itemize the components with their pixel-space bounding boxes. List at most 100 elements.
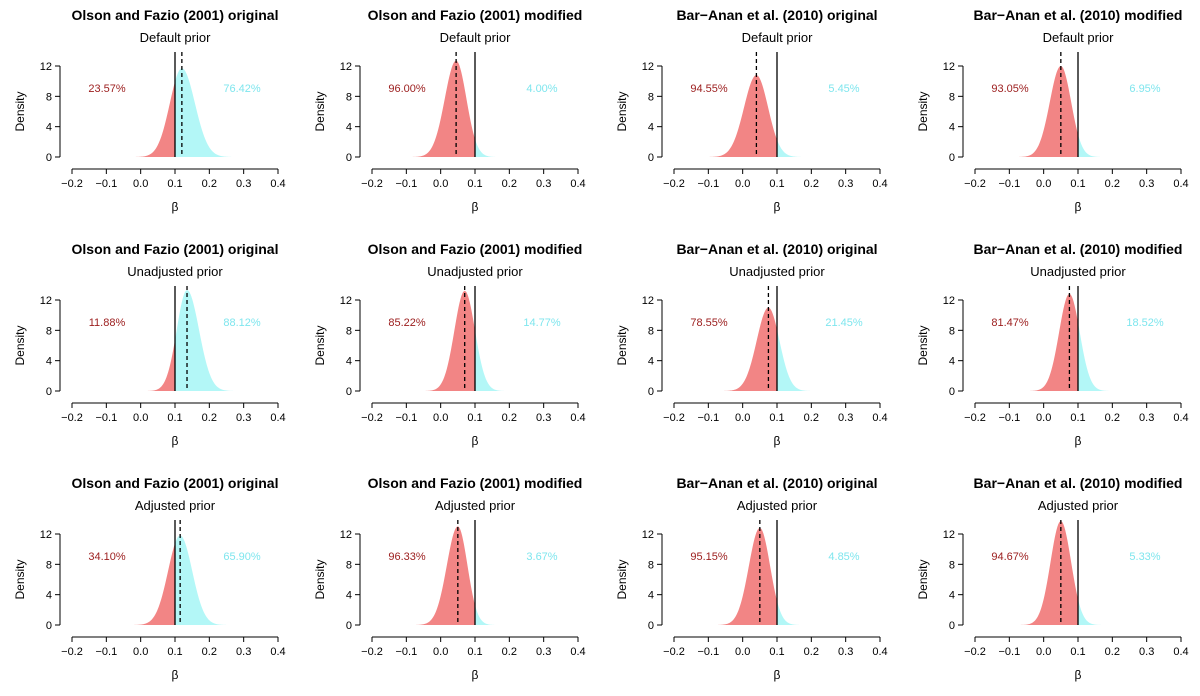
y-tick-label: 12 bbox=[943, 295, 955, 307]
x-tick-label: 0.2 bbox=[804, 178, 819, 190]
y-tick-label: 4 bbox=[346, 590, 352, 602]
panel-title: Olson and Fazio (2001) original bbox=[72, 475, 279, 491]
y-tick-label: 4 bbox=[648, 356, 654, 368]
density-area-above bbox=[1078, 599, 1181, 625]
y-axis-label: Density bbox=[13, 325, 27, 365]
x-tick-label: 0.3 bbox=[536, 646, 551, 658]
panel-title: Olson and Fazio (2001) original bbox=[72, 7, 279, 23]
y-tick-label: 12 bbox=[40, 61, 52, 73]
x-tick-label: 0.0 bbox=[133, 646, 148, 658]
below-percentage-label: 95.15% bbox=[690, 551, 728, 563]
y-tick-label: 8 bbox=[346, 559, 352, 571]
y-tick-label: 8 bbox=[46, 325, 52, 337]
density-area-above bbox=[175, 68, 278, 157]
x-tick-label: 0.0 bbox=[735, 178, 750, 190]
panel-subtitle: Adjusted prior bbox=[1038, 498, 1119, 513]
x-tick-label: 0.1 bbox=[167, 646, 182, 658]
x-tick-label: 0.4 bbox=[872, 646, 887, 658]
below-percentage-label: 96.00% bbox=[388, 83, 426, 95]
y-tick-label: 4 bbox=[648, 122, 654, 134]
below-percentage-label: 11.88% bbox=[89, 317, 126, 329]
panel-subtitle: Unadjusted prior bbox=[729, 264, 825, 279]
density-area-below bbox=[975, 66, 1078, 157]
panel-title: Olson and Fazio (2001) original bbox=[72, 241, 279, 257]
y-tick-label: 4 bbox=[346, 356, 352, 368]
x-tick-label: 0.1 bbox=[467, 412, 482, 424]
x-tick-label: 0.3 bbox=[1139, 412, 1154, 424]
x-tick-label: −0.1 bbox=[95, 412, 117, 424]
x-tick-label: 0.1 bbox=[167, 178, 182, 190]
y-tick-label: 0 bbox=[949, 620, 955, 632]
panel-subtitle: Adjusted prior bbox=[135, 498, 216, 513]
above-percentage-label: 5.45% bbox=[828, 83, 859, 95]
panel-subtitle: Unadjusted prior bbox=[427, 264, 523, 279]
density-area-below bbox=[72, 81, 175, 157]
y-tick-label: 8 bbox=[346, 91, 352, 103]
density-area-below bbox=[72, 339, 175, 391]
x-tick-label: 0.3 bbox=[838, 412, 853, 424]
x-tick-label: 0.3 bbox=[838, 646, 853, 658]
x-tick-label: 0.0 bbox=[735, 646, 750, 658]
x-tick-label: 0.3 bbox=[1139, 646, 1154, 658]
x-tick-label: −0.2 bbox=[663, 412, 685, 424]
y-axis-label: Density bbox=[916, 559, 930, 599]
x-tick-label: 0.1 bbox=[467, 646, 482, 658]
above-percentage-label: 88.12% bbox=[223, 317, 261, 329]
below-percentage-label: 34.10% bbox=[88, 551, 126, 563]
x-axis-label: β bbox=[172, 434, 179, 448]
y-tick-label: 8 bbox=[648, 91, 654, 103]
above-percentage-label: 21.45% bbox=[825, 317, 863, 329]
x-tick-label: 0.3 bbox=[536, 412, 551, 424]
above-percentage-label: 5.33% bbox=[1129, 551, 1160, 563]
above-percentage-label: 65.90% bbox=[223, 551, 261, 563]
panel-2-1: −0.2 −0.1 0.0 0.1 0.2 0.3 0.4 0 4 8 12 Olson and Fa… bbox=[13, 241, 286, 448]
x-tick-label: −0.2 bbox=[61, 646, 83, 658]
x-tick-label: 0.1 bbox=[167, 412, 182, 424]
density-area-above bbox=[1078, 322, 1181, 391]
y-axis-label: Density bbox=[313, 325, 327, 365]
density-area-below bbox=[372, 526, 475, 625]
panel-1-4: −0.2 −0.1 0.0 0.1 0.2 0.3 0.4 0 4 8 12 Bar−Anan et … bbox=[916, 7, 1189, 214]
y-tick-label: 8 bbox=[949, 325, 955, 337]
y-tick-label: 12 bbox=[340, 529, 352, 541]
y-tick-label: 8 bbox=[949, 91, 955, 103]
x-tick-label: 0.1 bbox=[769, 178, 784, 190]
x-tick-label: 0.4 bbox=[270, 646, 285, 658]
x-axis-label: β bbox=[774, 200, 781, 214]
y-tick-label: 0 bbox=[346, 152, 352, 164]
x-axis-label: β bbox=[472, 434, 479, 448]
x-tick-label: 0.0 bbox=[735, 412, 750, 424]
density-area-above bbox=[777, 139, 880, 157]
y-tick-label: 12 bbox=[642, 529, 654, 541]
y-tick-label: 0 bbox=[46, 620, 52, 632]
density-area-below bbox=[975, 521, 1078, 625]
x-tick-label: 0.2 bbox=[1105, 178, 1120, 190]
x-tick-label: 0.2 bbox=[202, 412, 217, 424]
y-tick-label: 12 bbox=[40, 295, 52, 307]
y-tick-label: 0 bbox=[949, 152, 955, 164]
x-tick-label: 0.1 bbox=[769, 646, 784, 658]
below-percentage-label: 81.47% bbox=[991, 317, 1029, 329]
panel-title: Bar−Anan et al. (2010) original bbox=[676, 7, 877, 23]
x-tick-label: −0.1 bbox=[395, 646, 417, 658]
panel-subtitle: Adjusted prior bbox=[737, 498, 818, 513]
x-tick-label: 0.4 bbox=[1173, 412, 1188, 424]
density-area-below bbox=[372, 60, 475, 157]
density-area-above bbox=[475, 330, 578, 391]
y-tick-label: 4 bbox=[46, 590, 52, 602]
x-tick-label: 0.3 bbox=[236, 646, 251, 658]
x-tick-label: 0.0 bbox=[1036, 412, 1051, 424]
below-percentage-label: 94.55% bbox=[690, 83, 728, 95]
y-axis-label: Density bbox=[13, 559, 27, 599]
panel-1-3: −0.2 −0.1 0.0 0.1 0.2 0.3 0.4 0 4 8 12 Bar−Anan et … bbox=[615, 7, 888, 214]
y-axis-label: Density bbox=[313, 91, 327, 131]
panel-title: Bar−Anan et al. (2010) modified bbox=[974, 7, 1183, 23]
y-axis-label: Density bbox=[916, 91, 930, 131]
x-tick-label: 0.4 bbox=[570, 178, 585, 190]
y-tick-label: 4 bbox=[46, 122, 52, 134]
y-tick-label: 8 bbox=[46, 559, 52, 571]
x-tick-label: 0.0 bbox=[1036, 646, 1051, 658]
x-tick-label: 0.0 bbox=[1036, 178, 1051, 190]
y-tick-label: 4 bbox=[648, 590, 654, 602]
